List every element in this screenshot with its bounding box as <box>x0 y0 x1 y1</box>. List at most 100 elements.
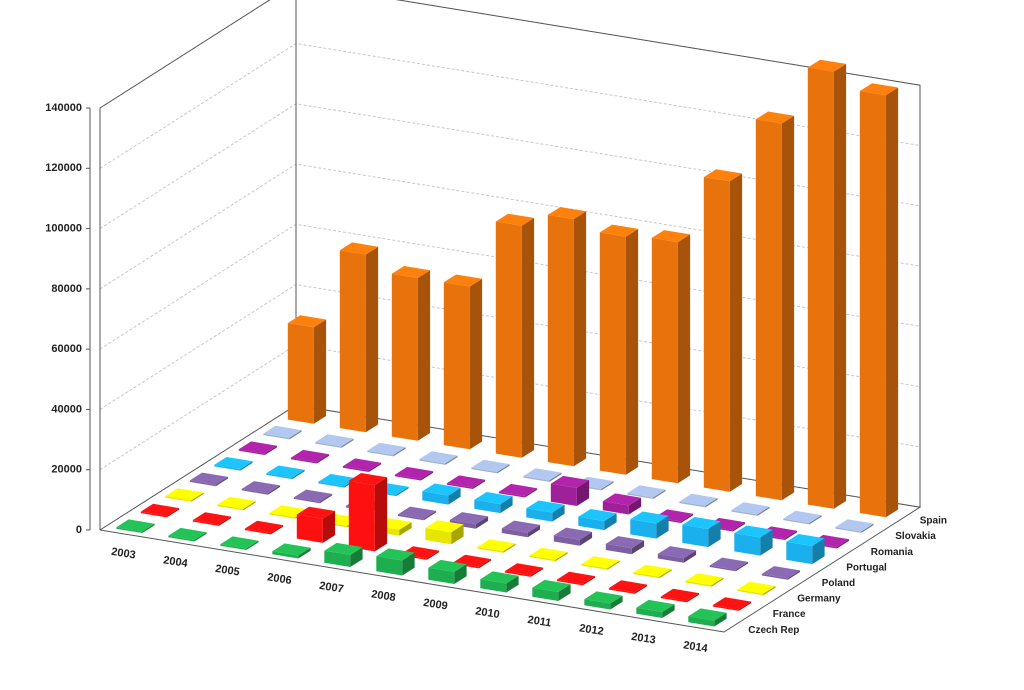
y-tick-label: 40000 <box>51 403 82 415</box>
bar-top <box>339 242 379 255</box>
bar <box>367 442 406 457</box>
bar-top <box>657 546 697 559</box>
bar-top <box>523 468 562 481</box>
bar-side <box>267 485 281 495</box>
bar <box>608 580 648 594</box>
bar <box>553 527 593 546</box>
bar-front <box>786 541 813 565</box>
bar <box>296 506 336 543</box>
bar-top <box>688 608 727 621</box>
bar-top <box>397 506 437 519</box>
bar-front <box>315 442 342 448</box>
bar <box>602 493 642 515</box>
y-tick-label: 80000 <box>51 283 82 295</box>
bar-front <box>165 496 192 502</box>
bar-side <box>634 584 648 594</box>
bar-top <box>419 451 458 464</box>
bar-front <box>342 466 369 472</box>
bar-side <box>631 540 645 555</box>
bar <box>685 573 724 587</box>
bar-side <box>500 496 513 514</box>
bar-front <box>688 616 715 627</box>
bar <box>477 539 516 553</box>
bar-top <box>786 534 825 546</box>
bar-side <box>530 567 544 577</box>
bar <box>446 475 486 489</box>
bar-side <box>601 481 614 491</box>
y-tick-label: 20000 <box>51 464 82 476</box>
bar-front <box>807 67 834 509</box>
bar-top <box>449 512 489 525</box>
bar <box>443 274 483 450</box>
bar-side <box>781 115 795 501</box>
bar-side <box>677 234 691 484</box>
bar-front <box>293 497 320 504</box>
bar-front <box>290 457 317 464</box>
grid-line <box>99 103 921 230</box>
bar-top <box>608 580 648 593</box>
bar-side <box>784 530 798 540</box>
bar-side <box>582 576 596 586</box>
bar-side <box>454 564 467 584</box>
bar-top <box>324 542 363 555</box>
bar <box>578 509 617 531</box>
bar-front <box>859 91 886 518</box>
bar-front <box>189 480 216 487</box>
bar-front <box>547 214 574 467</box>
bar-front <box>217 504 244 511</box>
bar-front <box>651 237 678 484</box>
bar-front <box>498 491 525 498</box>
bar-top <box>578 509 617 522</box>
bar-side <box>497 464 510 474</box>
bar <box>651 230 691 484</box>
bar-top <box>584 591 623 604</box>
bar-side <box>833 63 847 509</box>
bar-top <box>682 517 721 529</box>
bar-side <box>448 487 461 505</box>
bar <box>342 458 382 472</box>
bar <box>287 315 327 424</box>
bar-top <box>532 579 571 592</box>
bar <box>238 441 278 455</box>
bar-side <box>656 515 669 539</box>
bar-front <box>116 527 143 533</box>
bar-side <box>218 516 232 526</box>
x-tick-label: 2003 <box>110 546 136 562</box>
bar-top <box>581 556 620 569</box>
bar-front <box>630 519 657 539</box>
bar-top <box>220 536 259 549</box>
bar-front <box>241 488 268 495</box>
bar-top <box>428 559 467 572</box>
bar-front <box>523 476 550 482</box>
bar <box>547 207 587 467</box>
bar <box>480 571 519 593</box>
bar-top <box>140 503 180 516</box>
bar-front <box>318 481 345 488</box>
bar-side <box>738 601 752 611</box>
bar-front <box>578 516 605 531</box>
bar-top <box>241 481 281 494</box>
bar-top <box>474 492 513 505</box>
bar <box>504 563 544 577</box>
bar-front <box>835 527 862 533</box>
bar-front <box>712 605 739 611</box>
bar <box>324 542 363 567</box>
bar-side <box>836 539 850 549</box>
bar-front <box>446 483 473 489</box>
bar <box>428 559 467 584</box>
bar <box>290 449 330 464</box>
bar-side <box>194 532 207 542</box>
series-label: Spain <box>920 516 947 527</box>
bar <box>807 59 847 509</box>
bar-side <box>215 476 229 487</box>
bar-front <box>287 323 314 424</box>
bar-side <box>420 471 434 481</box>
y-tick-label: 100000 <box>45 222 82 234</box>
bar <box>688 608 727 627</box>
bar <box>376 548 415 576</box>
bar-front <box>495 221 522 458</box>
bar-side <box>662 604 675 618</box>
bar-front <box>504 571 531 577</box>
bar <box>532 579 571 601</box>
